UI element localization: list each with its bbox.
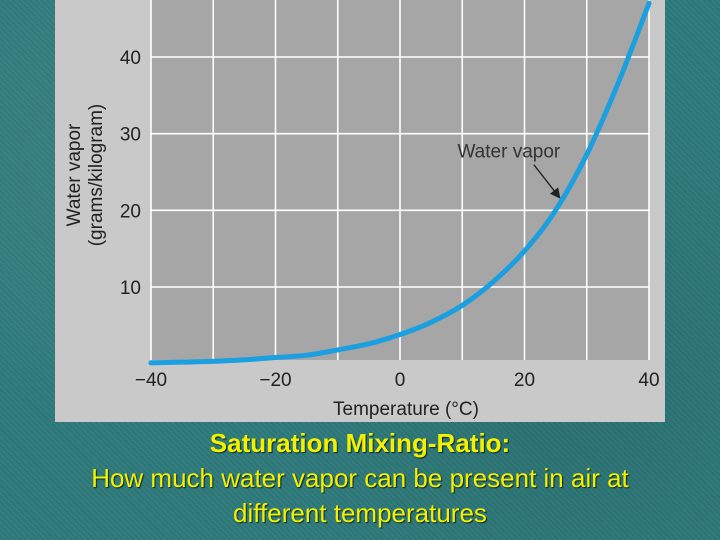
x-tick-label: −40: [135, 370, 167, 391]
x-tick-label: 0: [395, 370, 406, 391]
x-tick-label: −20: [259, 370, 291, 391]
curve-annotation: Water vapor: [457, 142, 560, 163]
y-tick-label: 40: [120, 48, 141, 69]
caption: Saturation Mixing-Ratio: How much water …: [0, 426, 720, 531]
y-tick-label: 10: [120, 278, 141, 299]
y-axis-title: Water vapor: [64, 123, 85, 226]
x-tick-label: 40: [638, 370, 659, 391]
caption-line-3: different temperatures: [233, 498, 487, 528]
x-axis-title: Temperature (°C): [333, 399, 479, 420]
annotation-arrow: [533, 164, 561, 199]
y-axis-title: (grams/kilogram): [86, 104, 107, 247]
y-tick-label: 20: [120, 201, 141, 222]
caption-line-2: How much water vapor can be present in a…: [91, 463, 629, 493]
chart-panel: −40 −20 0 20 40 10 20 30 40 Temperature (°C) Water…: [55, 0, 665, 422]
x-tick-label: 20: [514, 370, 535, 391]
water-vapor-curve: [148, 0, 652, 366]
caption-title: Saturation Mixing-Ratio:: [209, 428, 511, 458]
y-tick-label: 30: [120, 125, 141, 146]
chart: −40 −20 0 20 40 10 20 30 40 Temperature (°C) Water…: [64, 0, 660, 420]
